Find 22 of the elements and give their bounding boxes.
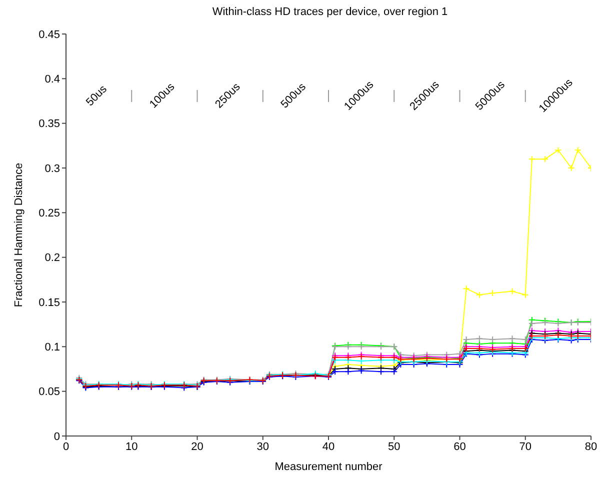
- x-tick-label: 40: [322, 440, 335, 453]
- y-tick-label: 0.15: [38, 296, 60, 309]
- y-tick-label: 0.1: [44, 342, 60, 354]
- y-tick-label: 0.4: [44, 74, 60, 86]
- x-tick-label: 0: [62, 440, 70, 453]
- x-tick-label: 50: [388, 440, 400, 453]
- x-tick-label: 10: [126, 440, 138, 453]
- y-tick-label: 0.3: [44, 162, 60, 175]
- y-tick-label: 0.45: [38, 28, 60, 41]
- x-axis-title: Measurement number: [274, 461, 383, 473]
- y-axis-title: Fractional Hamming Distance: [12, 162, 25, 308]
- y-tick-label: 0.05: [38, 386, 60, 398]
- y-tick-label: 0.2: [44, 252, 60, 264]
- y-tick-label: 0.35: [38, 118, 60, 130]
- y-tick-label: 0.25: [38, 208, 60, 220]
- y-tick-label: 0: [54, 430, 60, 443]
- chart-title: Within-class HD traces per device, over region 1: [211, 6, 449, 18]
- x-tick-label: 20: [191, 440, 204, 453]
- x-tick-label: 30: [256, 440, 269, 453]
- x-tick-label: 70: [519, 440, 532, 453]
- x-tick-label: 60: [454, 440, 466, 453]
- x-tick-label: 80: [584, 440, 598, 453]
